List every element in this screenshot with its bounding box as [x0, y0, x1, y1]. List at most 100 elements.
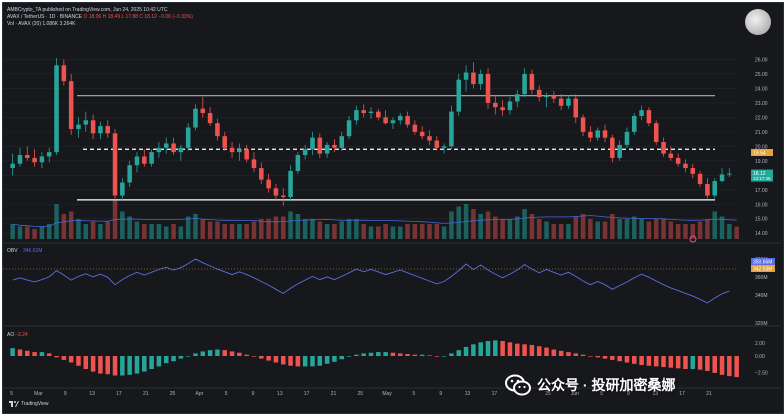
obv-price-label: 350.66M — [753, 260, 772, 266]
price-axis-tick: 14.00 — [755, 231, 768, 237]
ao-histogram-bar — [536, 346, 542, 356]
candle-body — [207, 113, 213, 124]
volume-bar — [259, 219, 264, 239]
tradingview-text: TradingView — [21, 401, 49, 407]
ohlc-values: O 18.06 H 18.49 L 17.88 C 18.12 −0.06 (−… — [83, 14, 193, 20]
ao-histogram-bar — [98, 356, 103, 374]
volume-bar — [229, 224, 235, 239]
volume-bar — [149, 224, 154, 239]
volume-bar — [705, 219, 710, 239]
ao-histogram-bar — [376, 352, 381, 356]
ao-axis-tick: 2.00 — [755, 341, 765, 347]
ao-histogram-bar — [734, 356, 739, 378]
ao-histogram-bar — [332, 356, 337, 362]
volume-bar — [734, 226, 739, 239]
candle-body — [551, 95, 557, 99]
candle-body — [610, 137, 615, 158]
candle-body — [54, 65, 59, 153]
candle-body — [193, 108, 198, 128]
candle-body — [120, 182, 125, 196]
x-axis-tick: 9 — [252, 391, 255, 397]
volume-bar — [112, 199, 118, 239]
ao-histogram-bar — [653, 356, 659, 367]
ao-histogram-bar — [61, 356, 67, 360]
candle-body — [493, 102, 498, 108]
volume-bar — [17, 226, 23, 239]
candle-body — [310, 137, 315, 150]
volume-bar — [588, 219, 593, 239]
volume-legend: Vol · AVAX (20) 1.086K 3.264K — [7, 21, 76, 27]
volume-bar — [134, 221, 140, 239]
price-label-box — [751, 169, 773, 182]
ao-histogram-bar — [639, 356, 644, 366]
ao-histogram-bar — [661, 356, 666, 368]
ao-histogram-bar — [397, 353, 403, 356]
ao-histogram-bar — [697, 356, 703, 370]
volume-bar — [288, 211, 293, 239]
volume-bar — [434, 224, 440, 239]
ao-histogram-bar — [493, 340, 498, 356]
wechat-watermark: 公众号 · 投研加密桑娜 — [505, 372, 775, 398]
candle-body — [544, 95, 549, 98]
x-axis-tick: 25 — [170, 391, 176, 397]
volume-bar — [90, 221, 96, 239]
volume-bar — [566, 224, 571, 239]
ao-histogram-bar — [580, 354, 586, 356]
candle-body — [324, 144, 330, 154]
volume-bar — [697, 221, 703, 239]
volume-bar — [61, 214, 67, 239]
volume-bar — [661, 219, 666, 239]
ao-histogram-bar — [17, 349, 23, 356]
volume-bar — [156, 224, 162, 239]
candle-body — [339, 136, 345, 148]
ao-histogram-bar — [610, 356, 615, 360]
ao-histogram-bar — [25, 350, 30, 356]
x-axis-tick: 21 — [143, 391, 149, 397]
obv-price-label-box — [751, 258, 775, 265]
candle-body — [712, 181, 717, 196]
candle-body — [185, 127, 191, 148]
volume-ma-line — [12, 215, 737, 227]
ao-histogram-bar — [602, 356, 608, 359]
candle-body — [675, 157, 681, 164]
volume-bar — [376, 226, 381, 239]
volume-bar — [127, 216, 132, 239]
volume-bar — [222, 224, 228, 239]
ao-histogram-bar — [171, 356, 176, 362]
candle-body — [573, 98, 579, 118]
volume-bar — [105, 221, 110, 239]
volume-bar — [215, 221, 220, 239]
candle-body — [302, 149, 308, 156]
ao-legend-value: −3.24 — [15, 332, 28, 338]
volume-bar — [346, 219, 352, 239]
price-axis-tick: 19.00 — [755, 159, 768, 165]
obv-line — [12, 258, 730, 304]
volume-bar — [595, 221, 600, 239]
ao-histogram-bar — [551, 349, 557, 356]
candle-body — [558, 98, 564, 106]
candle-body — [25, 155, 30, 158]
obv-axis-tick: 360M — [755, 275, 768, 281]
volume-bar — [207, 221, 213, 239]
candle-body — [149, 152, 154, 164]
symbol-name[interactable]: AVAX / TetherUS · 1D · BINANCE — [7, 14, 83, 20]
candle-body — [536, 89, 542, 98]
candle-body — [368, 111, 374, 114]
x-axis-tick: Jun — [571, 391, 579, 397]
candle-body — [588, 131, 593, 138]
ao-histogram-bar — [632, 356, 637, 364]
candle-body — [280, 195, 286, 198]
volume-bar — [668, 221, 674, 239]
volume-bar — [536, 219, 542, 239]
ao-histogram-bar — [185, 356, 191, 357]
volume-bar — [529, 214, 535, 239]
ao-histogram-bar — [127, 356, 132, 375]
tradingview-footer[interactable]: TradingView — [9, 401, 49, 407]
ao-histogram-bar — [595, 356, 600, 358]
ao-histogram-bar — [193, 353, 198, 356]
reset-scale-icon — [689, 235, 697, 243]
candle-body — [178, 147, 184, 153]
candle-body — [244, 149, 249, 160]
ao-histogram-bar — [478, 342, 483, 356]
